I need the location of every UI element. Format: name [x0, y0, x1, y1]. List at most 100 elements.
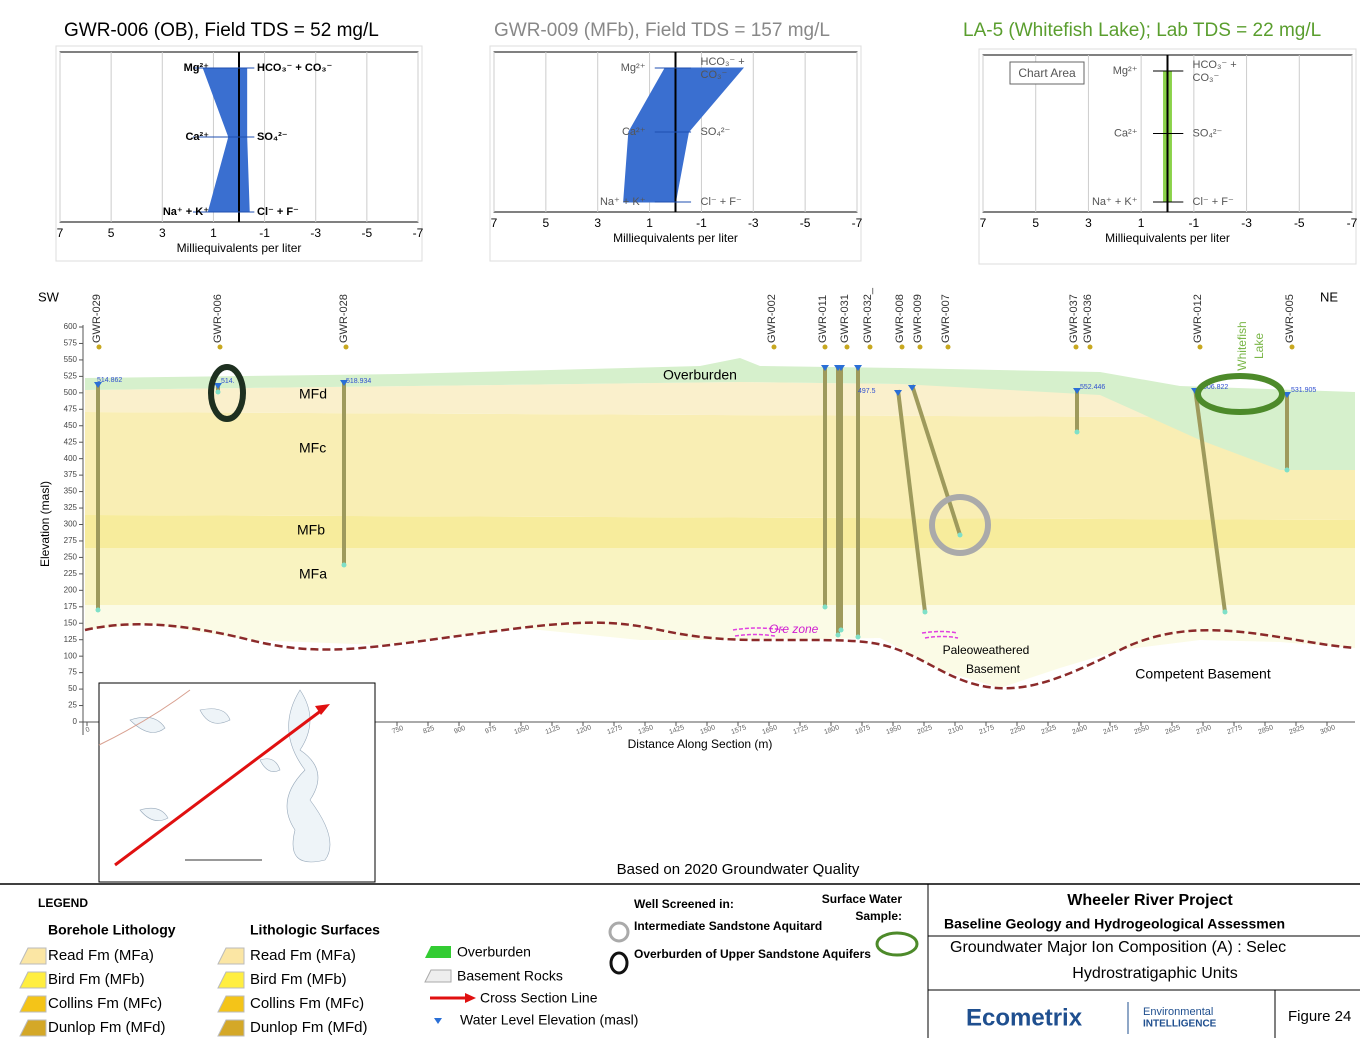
well-collar	[822, 344, 828, 350]
y-tick-label: 525	[64, 371, 78, 380]
cation-label: Na⁺ + K⁺	[1092, 196, 1138, 208]
x-tick-label: 1725	[792, 724, 809, 736]
well-collar	[917, 344, 923, 350]
ore-zone	[732, 627, 784, 631]
x-tick-label: 1050	[513, 724, 530, 736]
well-trace	[1193, 387, 1227, 613]
panel-title: LA-5 (Whitefish Lake); Lab TDS = 22 mg/L	[963, 20, 1321, 41]
well-collar	[771, 344, 777, 350]
cation-label: Ca²⁺	[185, 131, 209, 143]
legend-swatch	[217, 1019, 245, 1037]
x-tick-label: 3	[594, 216, 601, 230]
basement-label: Paleoweathered	[943, 643, 1030, 657]
basement-label: Competent Basement	[1135, 666, 1271, 682]
ore-zone-label: Ore zone	[769, 622, 819, 636]
x-tick-label: 5	[108, 226, 115, 240]
water-level-marker	[854, 365, 862, 371]
x-tick-label: 1125	[545, 724, 562, 736]
y-tick-label: 350	[64, 487, 78, 496]
well-label: GWR-032_	[862, 287, 874, 343]
well-label: GWR-029	[91, 294, 103, 343]
anion-label: Cl⁻ + F⁻	[701, 196, 742, 208]
layer-mfb	[85, 515, 1355, 548]
screen-end	[855, 634, 861, 640]
legend-heading: Well Screened in:	[634, 897, 734, 911]
legend-item: Bird Fm (MFb)	[250, 971, 347, 988]
legend-marker	[434, 1018, 442, 1024]
legend-swatch	[217, 947, 245, 965]
screen-end	[215, 389, 221, 395]
x-tick-label: -3	[748, 216, 759, 230]
screen-end	[1074, 429, 1080, 435]
legend-title: LEGEND	[38, 896, 88, 910]
x-tick-label: 7	[491, 216, 498, 230]
legend-item: Collins Fm (MFc)	[250, 995, 364, 1012]
chart-area-label: Chart Area	[1018, 66, 1076, 80]
legend-item: Overburden	[457, 944, 531, 960]
y-tick-label: 500	[64, 388, 78, 397]
panel-frame	[489, 45, 862, 262]
x-tick-label: 3000	[1319, 724, 1336, 736]
legend-circle	[609, 951, 629, 975]
ne-label: NE	[1320, 289, 1338, 304]
x-tick-label: 7	[980, 216, 987, 230]
legend-heading: Surface Water	[822, 892, 903, 906]
water-level-marker	[1073, 388, 1081, 394]
x-tick-label: 0	[85, 726, 91, 734]
cation-label: Mg²⁺	[184, 62, 210, 74]
screen-end	[835, 632, 841, 638]
x-tick-label: 2475	[1102, 724, 1119, 736]
x-tick-label: -1	[1189, 216, 1200, 230]
legend-item: Bird Fm (MFb)	[48, 971, 145, 988]
x-tick-label: 2775	[1226, 724, 1243, 736]
x-tick-label: 1425	[668, 724, 685, 736]
basement-contact	[84, 621, 1356, 690]
y-tick-label: 375	[64, 470, 78, 479]
y-tick-label: 300	[64, 520, 78, 529]
x-tick-label: 2325	[1040, 724, 1057, 736]
section-arrow	[315, 704, 330, 715]
unit-label: MFb	[297, 522, 325, 538]
well-collar	[217, 344, 223, 350]
x-tick-label: 975	[484, 725, 497, 736]
lake-label: Whitefish	[1235, 321, 1249, 370]
legend-swatch	[217, 971, 245, 989]
y-tick-label: 100	[64, 651, 78, 660]
water-level-label: 518.934	[346, 378, 371, 385]
map-water	[286, 689, 331, 863]
anion-label: HCO₃⁻ +	[701, 56, 745, 68]
lake-label: Lake	[1252, 333, 1266, 359]
screen-end	[822, 604, 828, 610]
water-level-marker	[908, 385, 916, 391]
y-tick-label: 0	[73, 717, 78, 726]
y-tick-label: 25	[68, 701, 77, 710]
legend-item: Dunlop Fm (MFd)	[48, 1019, 166, 1036]
map-water	[129, 717, 166, 733]
surface-sample-circle	[1195, 373, 1285, 415]
panel-title: GWR-009 (MFb), Field TDS = 157 mg/L	[494, 20, 830, 41]
x-tick-label: 2400	[1071, 724, 1088, 736]
x-tick-label: 2250	[1009, 724, 1026, 736]
project-title: Wheeler River Project	[1067, 892, 1233, 909]
y-axis-label: Elevation (masl)	[38, 481, 52, 567]
cation-label: Ca²⁺	[1114, 127, 1138, 139]
well-label: GWR-005	[1284, 294, 1296, 343]
x-tick-label: 900	[453, 725, 466, 736]
y-tick-label: 475	[64, 404, 78, 413]
x-tick-label: 1575	[730, 724, 747, 736]
x-tick-label: 2625	[1164, 724, 1181, 736]
aquitard-sample-circle	[929, 494, 991, 556]
unit-label: MFd	[299, 386, 327, 402]
well-collar	[1087, 344, 1093, 350]
well-label: GWR-007	[940, 294, 952, 343]
legend-swatch	[19, 995, 47, 1013]
well-label: GWR-036	[1082, 294, 1094, 343]
anion-label: Cl⁻ + F⁻	[1193, 196, 1234, 208]
y-tick-label: 75	[68, 668, 77, 677]
x-tick-label: 2850	[1257, 724, 1274, 736]
well-collar	[899, 344, 905, 350]
x-tick-label: 2700	[1195, 724, 1212, 736]
y-tick-label: 275	[64, 536, 78, 545]
anion-label: SO₄²⁻	[1193, 127, 1223, 139]
x-tick-label: 1950	[885, 724, 902, 736]
